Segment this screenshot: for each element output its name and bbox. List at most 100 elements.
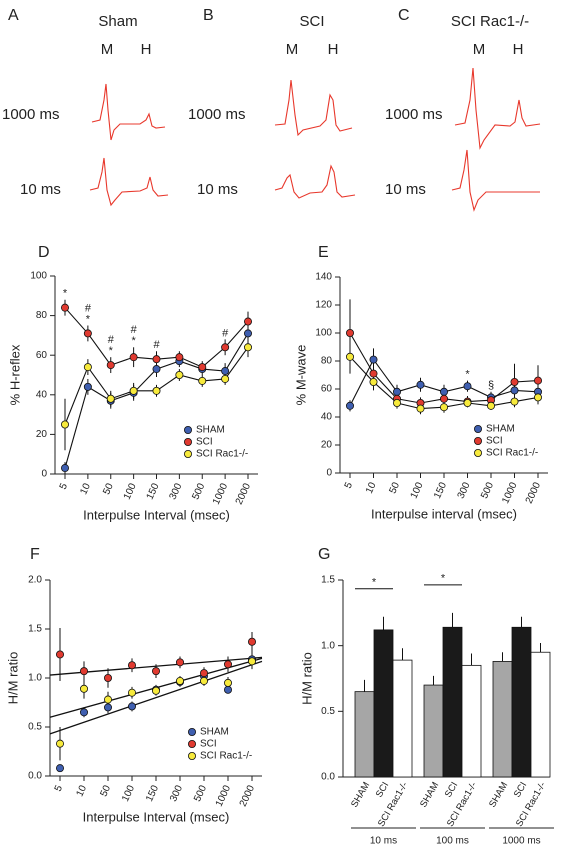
legend-label: SCI (200, 739, 217, 750)
x-tick-label: 150 (145, 481, 162, 501)
annotation: * (131, 335, 136, 347)
panel-label: C (398, 7, 410, 24)
x-axis-label: Interpulse interval (msec) (371, 506, 517, 521)
annotation: # (108, 334, 115, 346)
legend-marker (183, 449, 192, 458)
trace (454, 67, 541, 150)
y-tick-label: 1.5 (321, 575, 335, 586)
data-point (369, 369, 378, 378)
x-tick-label: 5 (343, 480, 356, 490)
data-point (106, 361, 115, 370)
x-tick-label: 150 (432, 480, 449, 500)
x-tick-label: 100 (409, 480, 426, 500)
trace (89, 157, 169, 207)
y-tick-label: 0.5 (28, 722, 42, 733)
x-tick-label: SHAM (487, 780, 510, 809)
fit-line (49, 660, 263, 735)
x-tick-label: 500 (192, 783, 209, 803)
data-point (221, 367, 230, 376)
x-tick-label: 1000 (211, 481, 231, 506)
bar (373, 629, 394, 778)
legend-label: SCI (196, 437, 213, 448)
data-point (56, 764, 65, 773)
panel-title: Sham (98, 13, 137, 30)
data-point (392, 387, 401, 396)
row-label: 10 ms (197, 181, 238, 198)
trace (91, 83, 166, 141)
x-tick-label: 5 (58, 481, 71, 491)
data-point (80, 684, 89, 693)
x-tick-label: 10 (78, 481, 93, 496)
data-point (127, 661, 136, 670)
data-point (104, 695, 113, 704)
legend-marker (187, 728, 196, 737)
y-tick-label: 1.5 (28, 624, 42, 635)
x-tick-label: SHAM (349, 780, 372, 809)
x-tick-label: 300 (168, 783, 185, 803)
y-tick-label: 20 (36, 429, 48, 440)
h-label: H (328, 41, 339, 58)
annotation: # (131, 324, 138, 336)
data-point (369, 355, 378, 364)
legend-label: SHAM (196, 425, 225, 436)
data-point (61, 303, 70, 312)
panel-label: B (203, 7, 214, 24)
data-point (510, 386, 519, 395)
bar (442, 626, 463, 778)
data-point (127, 702, 136, 711)
x-tick-label: 500 (190, 481, 207, 501)
data-point (223, 660, 232, 669)
panel-label: G (318, 546, 330, 563)
x-tick-label: 300 (167, 481, 184, 501)
group-label: 1000 ms (502, 836, 540, 847)
x-tick-label: 10 (74, 783, 89, 798)
data-point (104, 674, 113, 683)
legend-label: SHAM (486, 424, 515, 435)
x-tick-label: 1000 (500, 480, 520, 505)
trace-panels: A Sham M H 1000 ms 10 ms B SCI M H 1000 … (2, 7, 541, 212)
row-label: 10 ms (20, 181, 61, 198)
legend-marker (473, 448, 482, 457)
panel-title: SCI (299, 13, 324, 30)
x-tick-label: 5 (53, 783, 66, 793)
data-point (243, 329, 252, 338)
data-point (152, 355, 161, 364)
data-point (198, 363, 207, 372)
data-point (439, 403, 448, 412)
data-point (61, 464, 70, 473)
bar (423, 684, 444, 778)
data-point (175, 370, 184, 379)
y-tick-label: 0.5 (321, 706, 335, 717)
x-axis-label: Interpulse Interval (msec) (83, 507, 230, 522)
trace (274, 164, 356, 199)
legend-label: SCI Rac1-/- (486, 448, 538, 459)
h-label: H (141, 41, 152, 58)
bar (461, 664, 482, 778)
data-point (61, 420, 70, 429)
trace (274, 79, 353, 137)
annotation: * (465, 369, 470, 381)
legend-label: SCI Rac1-/- (196, 449, 248, 460)
legend-marker (187, 752, 196, 761)
bar (392, 659, 413, 778)
data-point (510, 397, 519, 406)
data-point (175, 353, 184, 362)
data-point (345, 401, 354, 410)
data-point (439, 387, 448, 396)
data-point (80, 667, 89, 676)
y-tick-label: 0.0 (321, 772, 335, 783)
data-point (83, 363, 92, 372)
data-point (127, 688, 136, 697)
y-axis-label: H/M ratio (5, 652, 20, 705)
y-axis-label: H/M ratio (299, 652, 314, 705)
legend-label: SCI Rac1-/- (200, 751, 252, 762)
x-tick-label: SHAM (418, 780, 441, 809)
data-point (534, 393, 543, 402)
panel-label: F (30, 546, 40, 563)
x-tick-label: SCI (512, 780, 529, 799)
bar (354, 691, 375, 778)
y-tick-label: 120 (315, 300, 332, 311)
data-point (223, 678, 232, 687)
annotation: * (63, 288, 68, 300)
